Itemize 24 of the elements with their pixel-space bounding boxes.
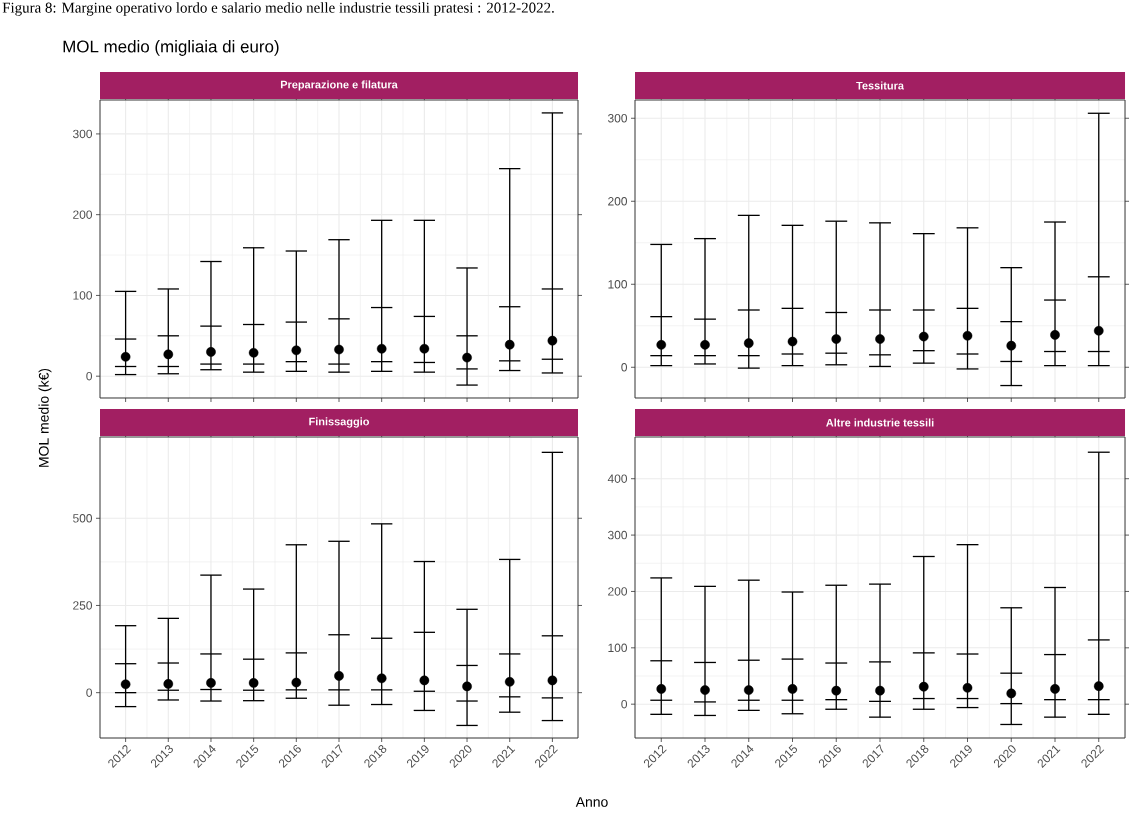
- chart-title: Finissaggio: [309, 417, 370, 428]
- x-axis-title: Anno: [575, 797, 608, 807]
- y-tick-label: 100: [73, 291, 93, 300]
- y-tick-label: 100: [608, 643, 628, 653]
- y-tick-label: 100: [608, 280, 628, 289]
- text: Figura 8: Margine operativo lordo e salario medio nelle industrie tessili pratesi : 2012-2022.: [2, 2, 554, 16]
- y-tick-label: 0: [86, 688, 93, 697]
- y-tick-label: 250: [73, 601, 93, 610]
- y-axis-title: MOL medio (k€): [38, 368, 52, 467]
- text: MOL medio (migliaia di euro): [63, 40, 279, 56]
- y-tick-label: 500: [73, 514, 93, 523]
- y-tick-label: 400: [607, 474, 628, 483]
- y-tick-label: 0: [621, 699, 628, 709]
- y-tick-label: 300: [607, 530, 628, 540]
- y-tick-label: 200: [73, 210, 93, 219]
- y-tick-label: 200: [608, 197, 628, 206]
- y-tick-label: 0: [86, 371, 93, 381]
- y-tick-label: 200: [608, 587, 628, 596]
- chart-title: Preparazione e filatura: [280, 80, 398, 91]
- chart-title: Tessitura: [856, 81, 905, 90]
- y-tick-label: 300: [607, 114, 628, 123]
- y-tick-label: 300: [72, 129, 93, 139]
- chart-title: Altre industrie tessili: [826, 418, 934, 427]
- y-tick-label: 0: [621, 363, 628, 372]
